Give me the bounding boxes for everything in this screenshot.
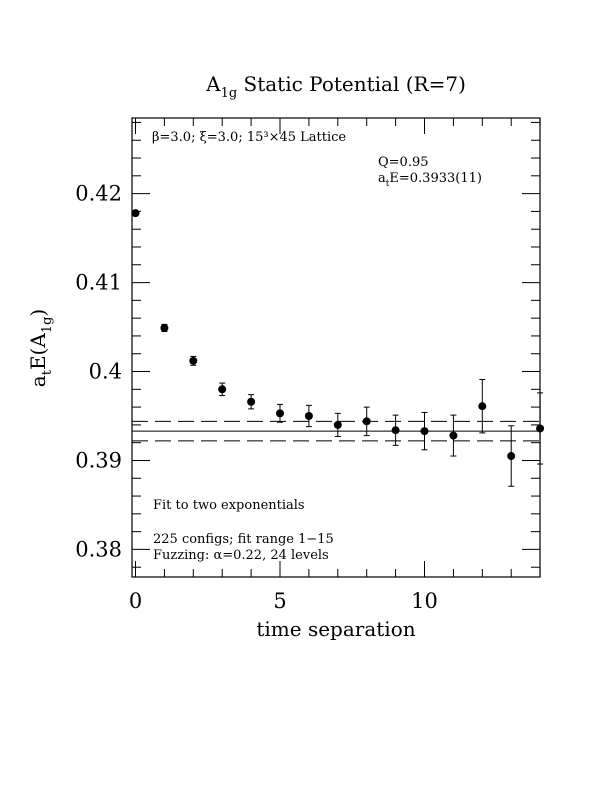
annotation-fuzzing: Fuzzing: α=0.22, 24 levels xyxy=(153,548,329,563)
axes xyxy=(131,117,541,578)
data-point xyxy=(160,323,169,332)
data-point xyxy=(218,385,227,394)
y-tick-label: 0.41 xyxy=(75,271,122,295)
y-axis-label: atE(A1g) xyxy=(26,309,55,387)
annotation-q: Q=0.95 xyxy=(378,155,429,170)
data-point xyxy=(247,397,256,406)
x-tick-label: 10 xyxy=(411,589,438,613)
data-point xyxy=(362,417,371,426)
data-point xyxy=(478,402,487,411)
data-point xyxy=(391,426,400,435)
annotation-energy: atE=0.3933(11) xyxy=(378,171,482,189)
x-axis-label: time separation xyxy=(256,617,415,641)
y-tick-label: 0.38 xyxy=(75,537,122,561)
annotation-configs: 225 configs; fit range 1−15 xyxy=(153,532,334,547)
y-tick-label: 0.4 xyxy=(89,360,122,384)
data-point xyxy=(333,420,342,429)
data-point xyxy=(536,424,545,433)
data-point xyxy=(189,356,198,365)
annotation-method: Fit to two exponentials xyxy=(153,498,305,513)
plot-frame xyxy=(131,117,541,578)
x-tick-label: 0 xyxy=(129,589,142,613)
y-tick-label: 0.42 xyxy=(75,182,122,206)
data-points xyxy=(131,209,545,487)
x-tick-label: 5 xyxy=(273,589,286,613)
y-tick-label: 0.39 xyxy=(75,448,122,472)
chart-title: A1g Static Potential (R=7) xyxy=(205,72,466,101)
data-point xyxy=(131,209,140,218)
fit-band xyxy=(132,420,540,442)
data-point xyxy=(304,411,313,420)
data-point xyxy=(276,409,284,418)
ticks: 0.38 0.39 0.4 0.41 0.42 0 5 10 xyxy=(75,118,541,613)
data-point xyxy=(420,427,429,436)
data-point xyxy=(449,431,458,440)
data-point xyxy=(507,452,516,461)
annotation-lattice: β=3.0; ξ=3.0; 15³×45 Lattice xyxy=(152,130,346,145)
